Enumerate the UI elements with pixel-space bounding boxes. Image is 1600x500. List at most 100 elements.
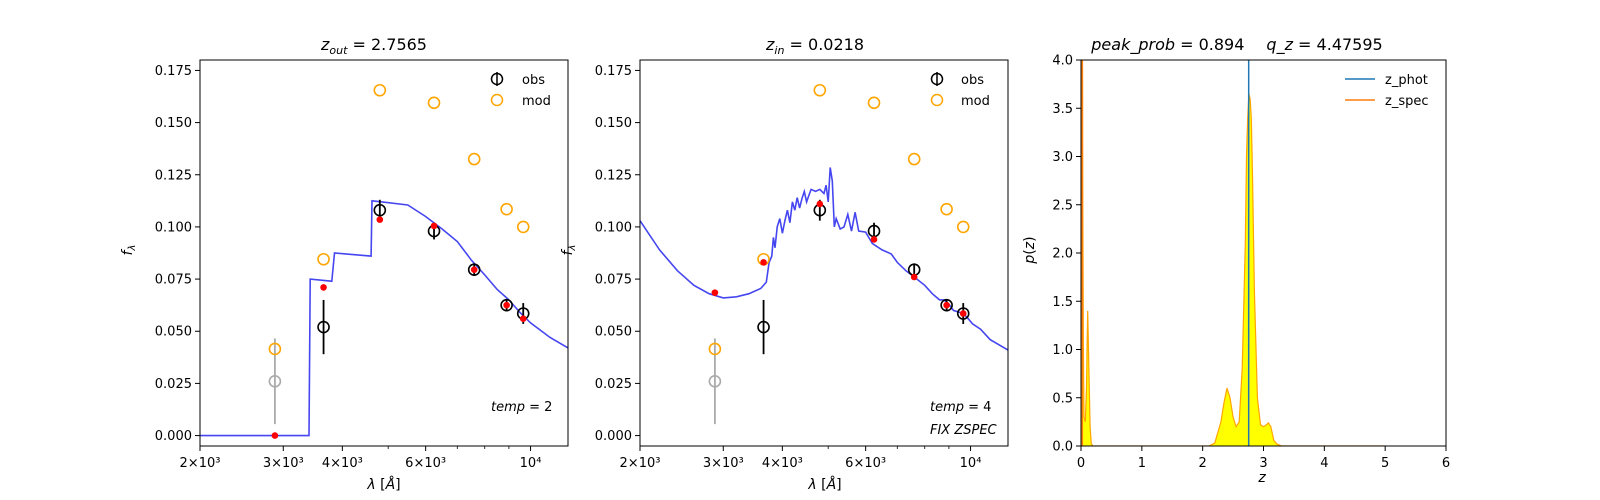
y-tick-label: 0.125: [155, 168, 192, 183]
mod-point: [427, 96, 441, 110]
model-flux-point: [711, 289, 719, 296]
x-axis-title: z: [1257, 470, 1266, 486]
mod-point: [373, 83, 387, 97]
panel-title: zout = 2.7565: [320, 35, 427, 57]
legend-zspec-label: z_spec: [1385, 94, 1429, 109]
x-tick-label: 2×10³: [620, 456, 661, 471]
model-flux-point: [470, 266, 478, 273]
y-tick-label: 0.0: [1052, 440, 1073, 455]
model-flux-point: [910, 273, 918, 281]
plot-frame: [199, 59, 569, 447]
excluded-obs-point: [708, 375, 722, 388]
mod-point: [516, 220, 530, 234]
y-tick-label: 0.100: [595, 220, 632, 235]
template-curve: [200, 199, 568, 437]
y-tick-label: 2.0: [1052, 247, 1073, 262]
y-tick-label: 0.000: [595, 429, 632, 444]
obs-point: [373, 203, 387, 217]
y-tick-label: 4.0: [1052, 54, 1073, 69]
mod-point: [813, 83, 827, 97]
x-axis-title: λ [Å]: [366, 476, 400, 493]
mod-point: [940, 202, 953, 216]
pz-fill: [1081, 60, 1386, 446]
obs-point: [467, 263, 481, 276]
legend-mod-marker: [490, 93, 504, 107]
y-axis-title: p(z): [1022, 236, 1038, 264]
temp-annotation: temp = 2: [491, 400, 552, 415]
x-tick-label: 3×10³: [263, 456, 304, 471]
model-flux-point: [959, 310, 967, 317]
y-tick-label: 3.5: [1052, 102, 1073, 117]
x-tick-label: 4×10³: [762, 456, 803, 471]
x-tick-label: 2: [1199, 456, 1207, 471]
x-tick-label: 10⁴: [520, 456, 542, 471]
y-tick-label: 0.150: [595, 116, 632, 131]
x-tick-label: 5: [1381, 456, 1389, 471]
panel-title: peak_prob = 0.894 q_z = 4.47595: [1090, 35, 1382, 55]
model-flux-point: [870, 236, 878, 243]
y-tick-label: 0.000: [155, 429, 192, 444]
legend: obs mod: [490, 72, 551, 109]
legend-obs-label: obs: [961, 73, 984, 88]
y-tick-label: 0.025: [155, 377, 192, 392]
x-tick-label: 4: [1320, 456, 1328, 471]
y-axis-title: fλ: [560, 245, 578, 256]
mod-point: [867, 96, 881, 110]
y-tick-label: 0.075: [595, 273, 632, 288]
y-tick-label: 0.075: [155, 273, 192, 288]
model-flux-point: [943, 301, 950, 309]
model-flux-point: [816, 200, 824, 208]
model-flux-point: [271, 432, 279, 439]
y-tick-label: 0.125: [595, 168, 632, 183]
sed-panel-zout: zout = 2.7565 2×10³ 3×10³ 4×10³ 6×10³ 10⁴ 0.0…: [120, 35, 569, 493]
sed-panel-zin: zin = 0.0218 2×10³ 3×10³ 4×10³ 6×10³ 10⁴ 0.00…: [560, 35, 1009, 493]
y-tick-label: 0.100: [155, 220, 192, 235]
fix-zspec-annotation: FIX ZSPEC: [930, 423, 998, 438]
model-flux-point: [430, 222, 438, 230]
legend-mod-label: mod: [522, 94, 551, 109]
y-tick-label: 3.0: [1052, 150, 1073, 165]
model-flux-point: [760, 259, 767, 266]
x-tick-label: 1: [1138, 456, 1146, 471]
legend-obs-label: obs: [522, 73, 545, 88]
temp-annotation: temp = 4: [930, 400, 991, 415]
y-tick-label: 0.050: [155, 325, 192, 340]
y-tick-label: 2.5: [1052, 198, 1073, 213]
obs-point: [500, 298, 513, 312]
mod-point: [708, 342, 722, 356]
model-flux-point: [519, 315, 527, 323]
mod-point: [956, 220, 970, 234]
legend: z_phot z_spec: [1345, 73, 1429, 109]
x-tick-label: 4×10³: [322, 456, 363, 471]
y-tick-label: 0.025: [595, 377, 632, 392]
y-tick-label: 0.175: [155, 64, 192, 79]
plot-frame: [1080, 59, 1447, 447]
plot-frame: [639, 59, 1009, 447]
x-axis-title: λ [Å]: [807, 476, 841, 493]
mod-point: [907, 152, 921, 166]
obs-point: [317, 320, 330, 334]
legend-mod-label: mod: [961, 94, 990, 109]
x-tick-label: 6: [1442, 456, 1450, 471]
legend: obs mod: [930, 72, 990, 109]
y-tick-label: 0.150: [155, 116, 192, 131]
excluded-obs-point: [268, 375, 282, 388]
x-tick-label: 3: [1259, 456, 1267, 471]
x-tick-label: 10⁴: [960, 456, 982, 471]
x-tick-label: 6×10³: [405, 456, 446, 471]
model-flux-point: [320, 284, 327, 291]
y-tick-label: 0.175: [595, 64, 632, 79]
model-flux-point: [376, 216, 384, 223]
template-curve: [640, 167, 1008, 351]
panel-title: zin = 0.0218: [765, 35, 864, 57]
x-tick-label: 0: [1077, 456, 1085, 471]
obs-point: [956, 307, 970, 320]
x-tick-label: 2×10³: [180, 456, 221, 471]
mod-point: [268, 342, 282, 356]
obs-point: [757, 320, 770, 334]
y-tick-label: 1.5: [1052, 295, 1073, 310]
pz-curve: [1081, 60, 1386, 446]
mod-point: [500, 202, 513, 216]
y-tick-label: 1.0: [1052, 343, 1073, 358]
